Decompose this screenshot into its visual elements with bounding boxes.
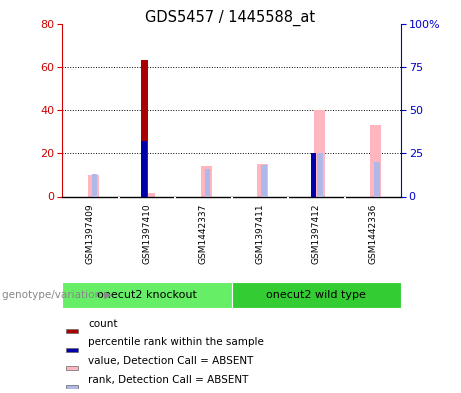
Text: value, Detection Call = ABSENT: value, Detection Call = ABSENT — [88, 356, 254, 366]
Text: percentile rank within the sample: percentile rank within the sample — [88, 338, 264, 347]
Text: GSM1397411: GSM1397411 — [255, 203, 265, 264]
Bar — [144, 193, 155, 196]
Bar — [66, 348, 78, 352]
Bar — [62, 281, 231, 308]
Text: GSM1397410: GSM1397410 — [142, 203, 152, 264]
Bar — [205, 169, 210, 196]
Bar — [92, 174, 97, 196]
Bar — [201, 166, 212, 196]
Bar — [313, 110, 325, 196]
Bar — [66, 385, 78, 389]
Bar — [141, 60, 148, 196]
Bar — [66, 329, 78, 333]
Bar — [257, 164, 268, 196]
Text: onecut2 wild type: onecut2 wild type — [266, 290, 366, 300]
Bar — [374, 162, 379, 196]
Bar — [370, 125, 381, 196]
Bar — [311, 153, 316, 196]
Text: GSM1397412: GSM1397412 — [312, 203, 321, 264]
Text: GSM1442336: GSM1442336 — [368, 203, 378, 264]
Bar — [66, 366, 78, 371]
Text: genotype/variation ▶: genotype/variation ▶ — [2, 290, 112, 300]
Bar — [261, 165, 266, 196]
Text: onecut2 knockout: onecut2 knockout — [97, 290, 197, 300]
Text: GDS5457 / 1445588_at: GDS5457 / 1445588_at — [145, 10, 316, 26]
Text: GSM1397409: GSM1397409 — [86, 203, 95, 264]
Text: GSM1442337: GSM1442337 — [199, 203, 208, 264]
Bar — [88, 175, 99, 196]
Bar — [231, 281, 401, 308]
Text: count: count — [88, 319, 118, 329]
Bar — [141, 141, 147, 196]
Text: rank, Detection Call = ABSENT: rank, Detection Call = ABSENT — [88, 375, 248, 385]
Bar — [318, 153, 323, 196]
